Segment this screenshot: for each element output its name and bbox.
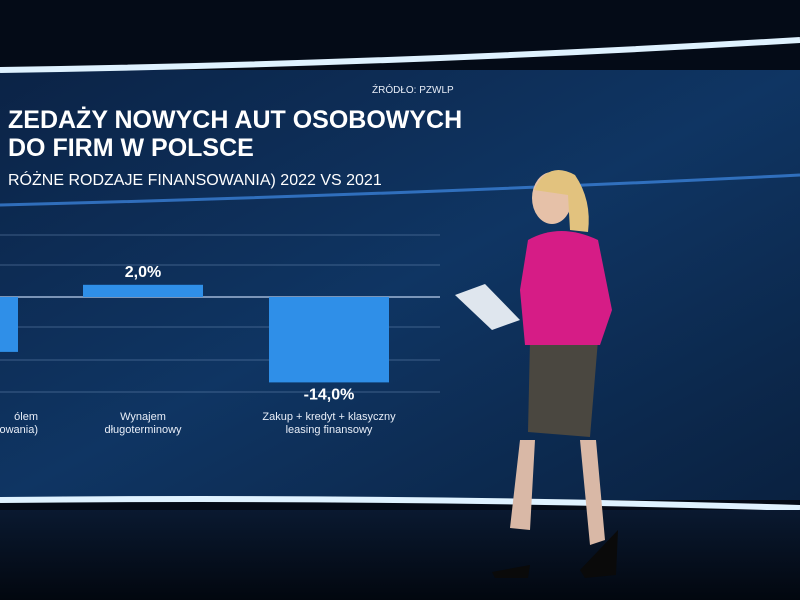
subtitle: RÓŻNE RODZAJE FINANSOWANIA) 2022 VS 2021 xyxy=(8,170,382,189)
bar xyxy=(83,284,203,297)
presenter xyxy=(455,170,618,578)
bar xyxy=(269,297,389,383)
category-label: długoterminowy xyxy=(104,424,182,436)
value-label: -14,0% xyxy=(304,387,355,404)
jacket xyxy=(520,231,612,345)
value-label: 2,0% xyxy=(125,264,161,281)
title-line: ZEDAŻY NOWYCH AUT OSOBOWYCH xyxy=(8,106,462,134)
light-strip-top xyxy=(0,37,800,73)
title-line: DO FIRM W POLSCE xyxy=(8,134,254,162)
category-label: Wynajem xyxy=(120,411,166,423)
papers xyxy=(455,284,520,330)
floor xyxy=(0,510,800,600)
category-label: ólem xyxy=(14,411,38,423)
bar xyxy=(0,297,18,352)
accent-line xyxy=(0,173,800,207)
legs xyxy=(510,440,605,545)
category-label: Zakup + kredyt + klasyczny xyxy=(262,411,396,423)
light-strip-bottom xyxy=(0,496,800,511)
source: ŹRÓDŁO: PZWLP xyxy=(372,83,454,96)
category-label: leasing finansowy xyxy=(286,424,373,436)
hair xyxy=(534,170,589,232)
category-label: owania) xyxy=(0,424,38,436)
shoes xyxy=(492,530,618,578)
skirt xyxy=(528,340,598,437)
